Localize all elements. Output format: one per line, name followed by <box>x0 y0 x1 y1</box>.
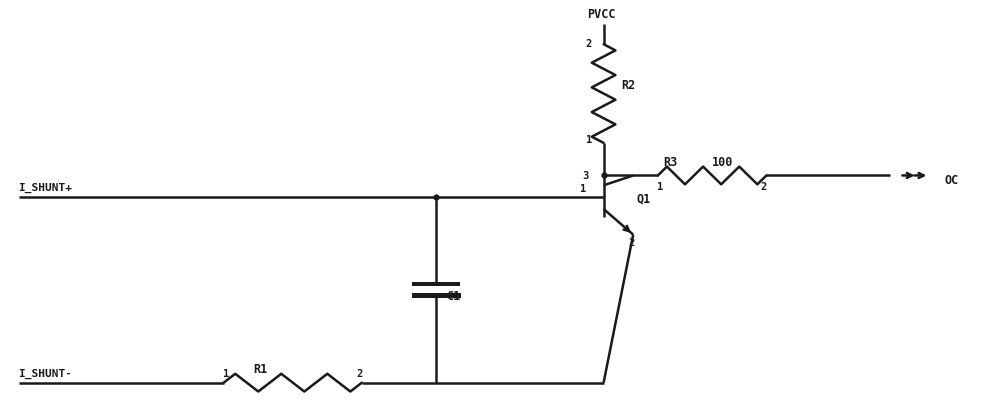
Text: 2: 2 <box>356 369 362 379</box>
Text: 2: 2 <box>586 39 592 49</box>
Text: I_SHUNT+: I_SHUNT+ <box>19 183 73 193</box>
Text: OC: OC <box>944 174 958 187</box>
Text: PVCC: PVCC <box>587 8 616 20</box>
Text: 2: 2 <box>628 239 635 249</box>
Text: I_SHUNT-: I_SHUNT- <box>19 369 73 379</box>
Text: C1: C1 <box>446 290 460 303</box>
Text: 1: 1 <box>586 135 592 145</box>
Text: R1: R1 <box>253 363 268 376</box>
Text: R3: R3 <box>663 156 677 168</box>
Text: 1: 1 <box>580 184 586 194</box>
Text: Q1: Q1 <box>636 192 650 205</box>
Text: 1: 1 <box>657 182 663 192</box>
Text: 2: 2 <box>760 182 767 192</box>
Text: 100: 100 <box>712 156 734 168</box>
Text: R2: R2 <box>621 79 636 92</box>
Text: 3: 3 <box>582 171 588 181</box>
Text: 1: 1 <box>223 369 229 379</box>
